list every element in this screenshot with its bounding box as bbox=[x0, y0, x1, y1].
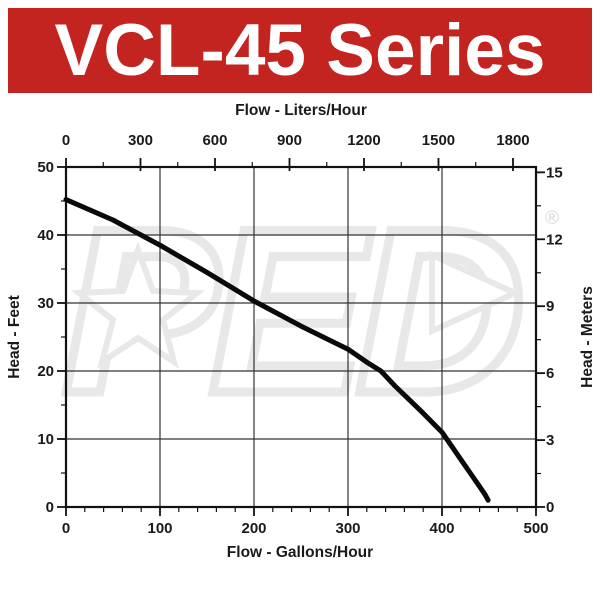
bottom-tick-label: 300 bbox=[335, 520, 360, 537]
top-tick-label: 900 bbox=[277, 132, 302, 149]
left-tick-label: 10 bbox=[37, 431, 54, 448]
bottom-tick-label: 100 bbox=[147, 520, 172, 537]
watermark-registered-icon: ® bbox=[545, 208, 559, 229]
left-tick-label: 20 bbox=[37, 363, 54, 380]
top-tick-label: 300 bbox=[128, 132, 153, 149]
bottom-tick-label: 400 bbox=[429, 520, 454, 537]
watermark-star-icon bbox=[70, 241, 206, 369]
top-axis-title: Flow - Liters/Hour bbox=[235, 102, 367, 119]
grid-lines bbox=[66, 167, 536, 507]
axis-ticks bbox=[57, 158, 545, 516]
series-title: VCL-45 Series bbox=[54, 10, 546, 91]
performance-curve bbox=[63, 197, 491, 503]
right-tick-label: 15 bbox=[546, 164, 563, 181]
bottom-tick-label: 200 bbox=[241, 520, 266, 537]
right-tick-label: 3 bbox=[546, 432, 554, 449]
bottom-tick-label: 0 bbox=[62, 520, 70, 537]
right-tick-label: 9 bbox=[546, 298, 554, 315]
top-tick-label: 1800 bbox=[496, 132, 529, 149]
top-tick-label: 600 bbox=[202, 132, 227, 149]
left-tick-label: 30 bbox=[37, 295, 54, 312]
right-tick-label: 6 bbox=[546, 365, 554, 382]
right-axis-title: Head - Meters bbox=[579, 286, 596, 388]
left-axis-title: Head - Feet bbox=[6, 295, 23, 379]
watermark-arrow-icon bbox=[429, 250, 523, 336]
bottom-tick-label: 500 bbox=[523, 520, 548, 537]
left-tick-label: 40 bbox=[37, 227, 54, 244]
left-tick-label: 0 bbox=[46, 499, 54, 516]
right-tick-label: 0 bbox=[546, 499, 554, 516]
top-tick-label: 1200 bbox=[347, 132, 380, 149]
ped-watermark: PED ® bbox=[58, 175, 560, 447]
top-tick-label: 0 bbox=[62, 132, 70, 149]
series-banner: VCL-45 Series bbox=[8, 8, 592, 93]
bottom-axis-title: Flow - Gallons/Hour bbox=[227, 544, 373, 561]
top-tick-label: 1500 bbox=[422, 132, 455, 149]
right-tick-label: 12 bbox=[546, 231, 563, 248]
left-tick-label: 50 bbox=[37, 159, 54, 176]
